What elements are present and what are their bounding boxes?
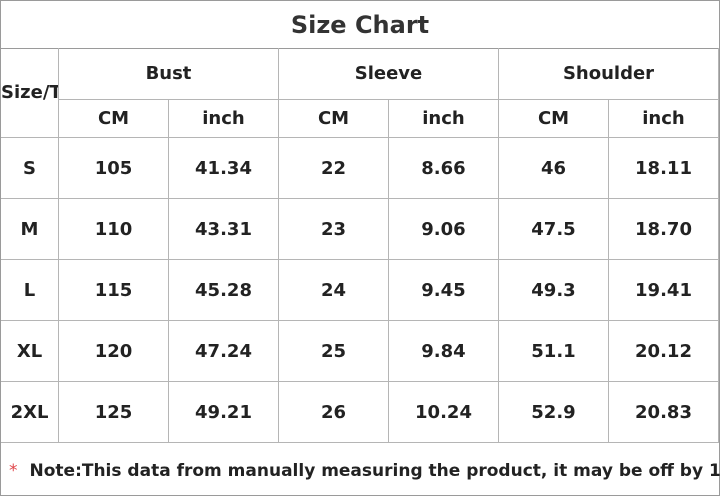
measurement: 115: [59, 260, 169, 321]
measurement: 9.84: [389, 321, 499, 382]
measurement: 9.06: [389, 199, 499, 260]
size-label: L: [1, 260, 59, 321]
size-label: S: [1, 138, 59, 199]
measurement: 25: [279, 321, 389, 382]
measurement: 18.11: [609, 138, 719, 199]
measurement: 9.45: [389, 260, 499, 321]
unit-header: CM: [59, 100, 169, 138]
size-label: XL: [1, 321, 59, 382]
note-marker: *: [9, 461, 18, 481]
measurement: 120: [59, 321, 169, 382]
measurement: 49.21: [169, 382, 279, 443]
size-header: Size/Ta: [1, 48, 59, 138]
group-header: Bust: [59, 48, 279, 100]
measurement: 10.24: [389, 382, 499, 443]
unit-header: CM: [279, 100, 389, 138]
measurement: 110: [59, 199, 169, 260]
measurement: 47.5: [499, 199, 609, 260]
group-header: Sleeve: [279, 48, 499, 100]
measurement: 22: [279, 138, 389, 199]
measurement: 26: [279, 382, 389, 443]
size-label: M: [1, 199, 59, 260]
note: * Note:This data from manually measuring…: [9, 445, 720, 497]
measurement: 125: [59, 382, 169, 443]
unit-header: inch: [609, 100, 719, 138]
group-header: Shoulder: [499, 48, 719, 100]
measurement: 52.9: [499, 382, 609, 443]
size-label: 2XL: [1, 382, 59, 443]
title: Size Chart: [1, 1, 719, 49]
measurement: 105: [59, 138, 169, 199]
measurement: 19.41: [609, 260, 719, 321]
measurement: 20.83: [609, 382, 719, 443]
note-text: Note:This data from manually measuring t…: [30, 461, 720, 481]
measurement: 24: [279, 260, 389, 321]
measurement: 51.1: [499, 321, 609, 382]
measurement: 20.12: [609, 321, 719, 382]
measurement: 43.31: [169, 199, 279, 260]
measurement: 49.3: [499, 260, 609, 321]
measurement: 45.28: [169, 260, 279, 321]
unit-header: inch: [389, 100, 499, 138]
unit-header: CM: [499, 100, 609, 138]
measurement: 23: [279, 199, 389, 260]
unit-header: inch: [169, 100, 279, 138]
measurement: 47.24: [169, 321, 279, 382]
measurement: 8.66: [389, 138, 499, 199]
measurement: 41.34: [169, 138, 279, 199]
measurement: 46: [499, 138, 609, 199]
measurement: 18.70: [609, 199, 719, 260]
